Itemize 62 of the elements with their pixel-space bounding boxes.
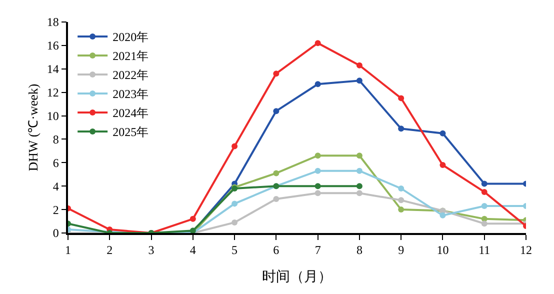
point <box>356 190 362 196</box>
legend-label: 2024年 <box>112 106 149 120</box>
x-tick-label: 12 <box>520 243 532 258</box>
point <box>356 62 362 68</box>
legend-label: 2022年 <box>112 68 149 82</box>
point <box>481 203 488 210</box>
x-tick-label: 5 <box>232 243 238 258</box>
y-tick-label: 0 <box>52 226 59 240</box>
point <box>273 108 280 114</box>
point <box>314 81 321 88</box>
point <box>273 170 280 176</box>
point <box>398 206 404 213</box>
x-tick-label: 3 <box>148 243 154 258</box>
point <box>440 212 446 218</box>
y-tick-label: 8 <box>52 132 59 146</box>
x-tick-label: 4 <box>190 243 196 258</box>
legend-label: 2021年 <box>112 49 149 64</box>
point <box>273 196 280 202</box>
x-tick-label: 10 <box>436 243 449 258</box>
x-tick-label: 1 <box>65 243 71 258</box>
point <box>356 168 362 174</box>
x-axis-title: 时间（月） <box>262 268 332 285</box>
point <box>314 190 321 196</box>
y-tick-label: 16 <box>46 38 59 53</box>
legend-label: 2023年 <box>112 87 149 102</box>
point <box>481 188 488 195</box>
x-tick-label: 2 <box>106 243 113 258</box>
point <box>232 219 238 226</box>
point <box>440 162 446 168</box>
point <box>190 216 196 222</box>
point <box>314 40 321 46</box>
point <box>398 197 404 204</box>
x-tick-label: 6 <box>273 243 280 258</box>
y-axis-title: DHW (℃·week) <box>25 84 40 172</box>
point <box>314 183 321 190</box>
point <box>356 183 362 190</box>
point <box>481 220 488 227</box>
x-tick-label: 7 <box>314 243 321 258</box>
y-tick-label: 12 <box>46 86 59 100</box>
point <box>232 143 238 150</box>
point <box>314 168 321 174</box>
point <box>398 95 404 102</box>
y-tick-label: 14 <box>46 62 59 76</box>
point <box>440 130 446 136</box>
point <box>398 126 404 132</box>
point <box>232 200 238 207</box>
y-tick-label: 2 <box>52 202 59 217</box>
x-tick-label: 9 <box>398 243 404 258</box>
y-tick-label: 10 <box>46 108 59 123</box>
point <box>273 70 280 77</box>
point <box>356 78 362 84</box>
point <box>481 180 488 187</box>
x-tick-label: 8 <box>356 243 362 258</box>
point <box>356 152 362 159</box>
legend-label: 2020年 <box>112 30 149 44</box>
point <box>314 152 321 159</box>
y-tick-label: 18 <box>46 15 59 30</box>
point <box>398 185 404 192</box>
x-tick-label: 11 <box>478 243 490 258</box>
y-tick-label: 6 <box>52 156 59 170</box>
legend-label: 2025年 <box>112 125 149 140</box>
y-tick-label: 4 <box>52 179 59 194</box>
